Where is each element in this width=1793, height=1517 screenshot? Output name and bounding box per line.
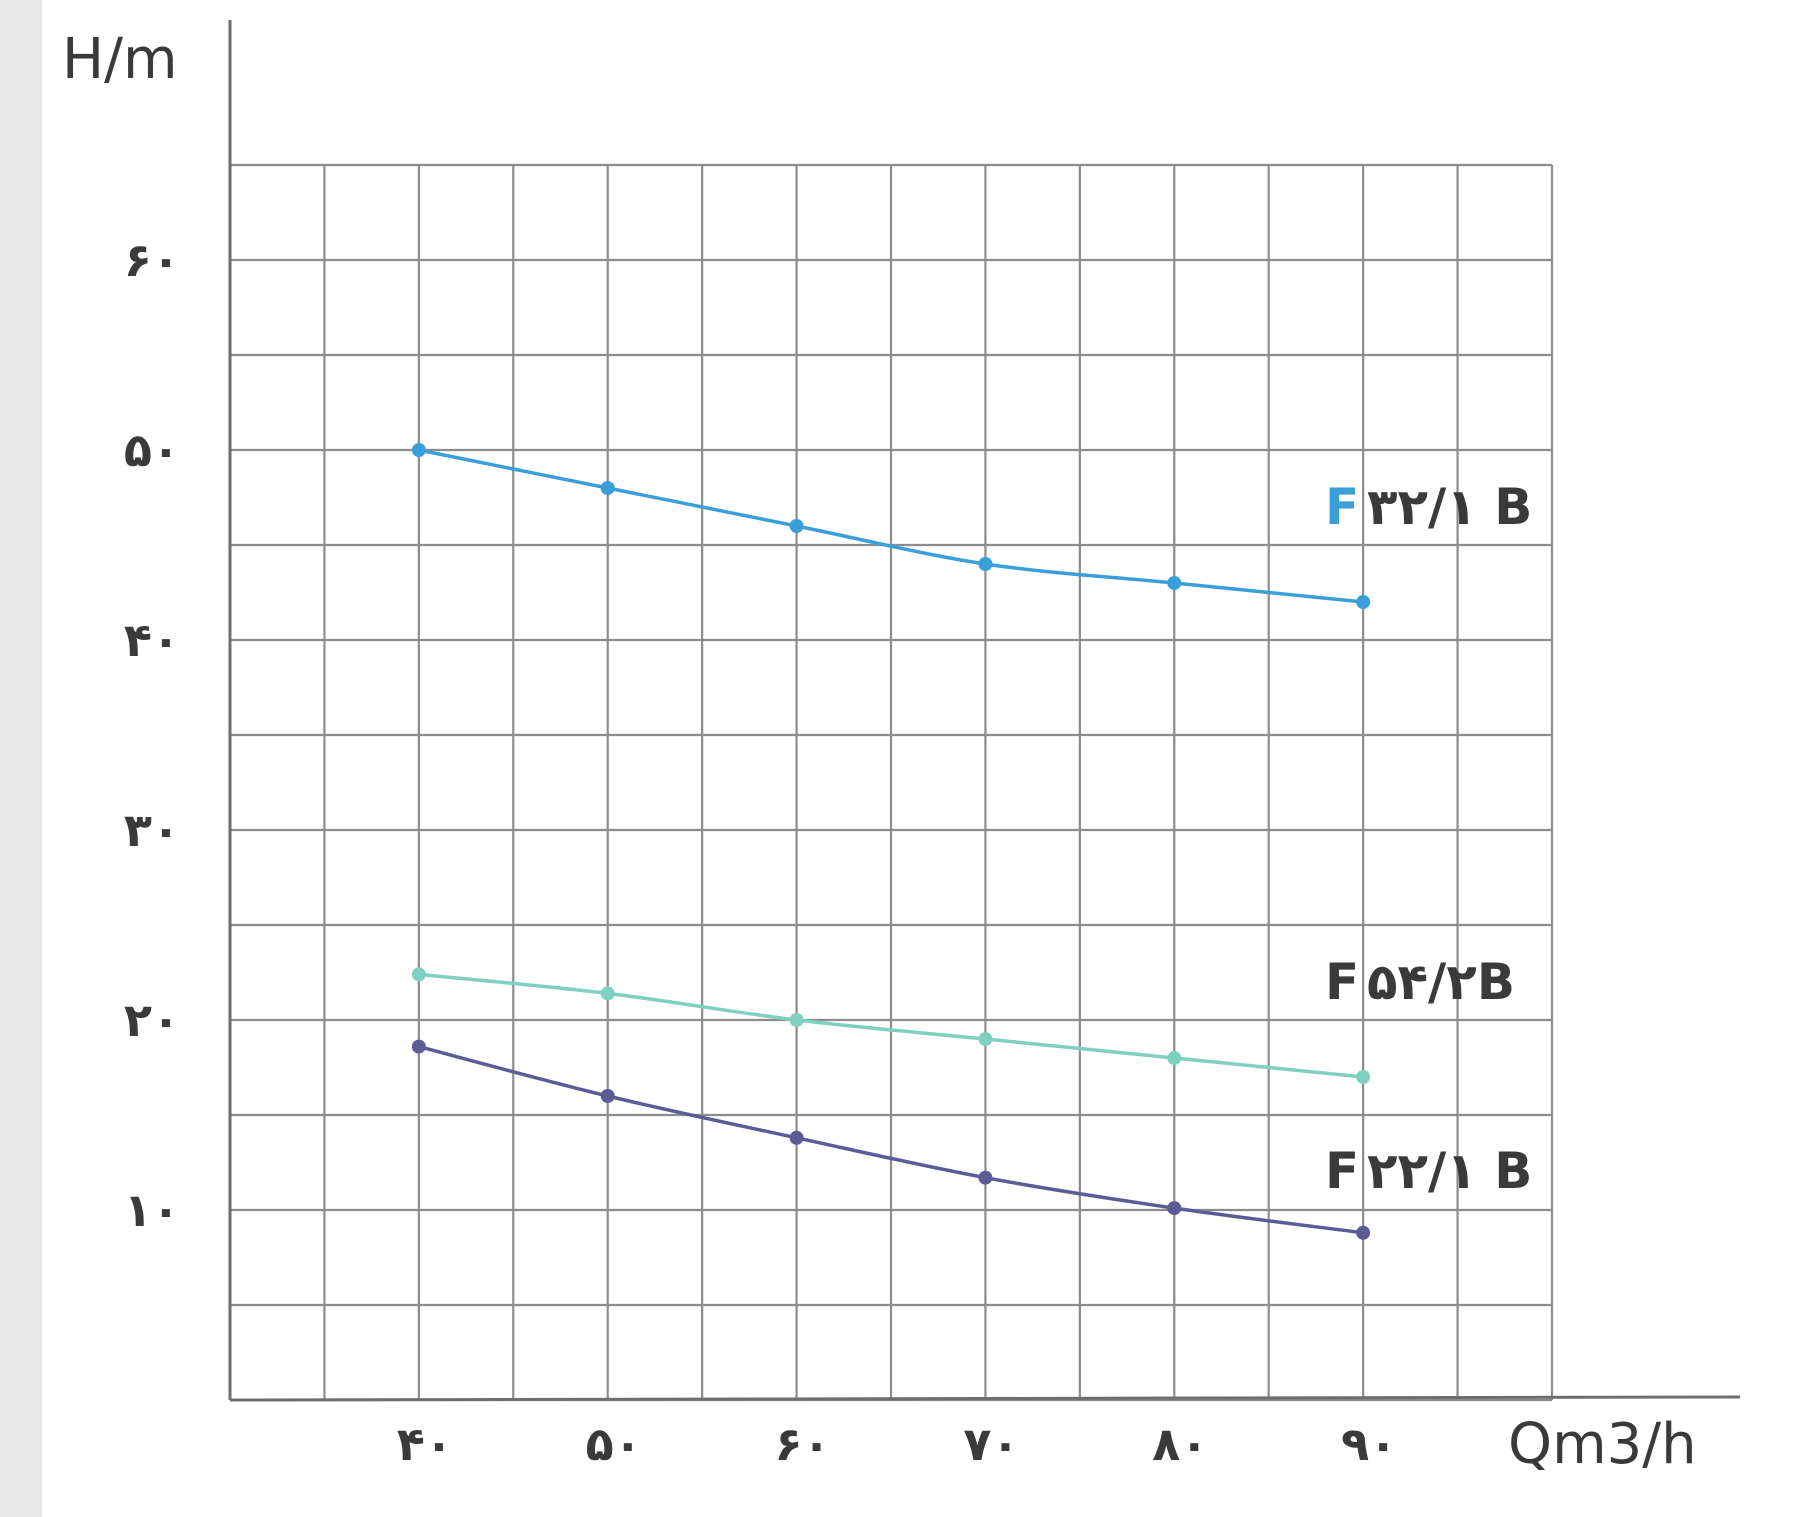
y-tick-label: ۲۰ xyxy=(124,993,180,1047)
x-tick-label: ۸۰ xyxy=(1152,1417,1208,1471)
series-point-2 xyxy=(978,1032,993,1046)
series-point-3 xyxy=(1356,1225,1371,1240)
grid xyxy=(228,163,1554,1402)
series-point-3 xyxy=(1167,1201,1182,1216)
x-tick-labels: ۴۰ ۵۰ ۶۰ ۷۰ ۸۰ ۹۰ xyxy=(397,1417,1397,1471)
series-point-2 xyxy=(411,967,426,982)
series-point-3 xyxy=(789,1130,804,1145)
x-axis-line xyxy=(229,1395,1741,1402)
series-label-prefix-2: F xyxy=(1325,953,1359,1011)
y-tick-label: ۱۰ xyxy=(124,1183,180,1237)
x-tick-label: ۹۰ xyxy=(1341,1417,1397,1471)
series-point-3 xyxy=(600,1089,615,1103)
series-point-1 xyxy=(978,557,993,571)
series-point-1 xyxy=(1167,576,1182,590)
series-label-text-2: ۵۴/۲B xyxy=(1367,953,1515,1011)
y-tick-label: ۴۰ xyxy=(124,613,180,667)
series-line-3 xyxy=(418,1044,1364,1235)
y-axis-title: H/m xyxy=(62,27,178,92)
series-point-2 xyxy=(1356,1070,1371,1084)
y-tick-label: ۵۰ xyxy=(124,423,180,477)
y-tick-label: ۶۰ xyxy=(124,233,180,287)
series-layer xyxy=(411,443,1371,1240)
series-label-prefix-3: F xyxy=(1325,1142,1359,1200)
y-tick-labels: ۱۰ ۲۰ ۳۰ ۴۰ ۵۰ ۶۰ xyxy=(124,233,180,1237)
series-point-1 xyxy=(600,481,615,495)
axes xyxy=(228,20,1741,1402)
x-tick-label: ۵۰ xyxy=(586,1417,642,1471)
series-point-2 xyxy=(789,1013,804,1027)
series-point-1 xyxy=(411,443,426,457)
series-label-text-1: ۳۲/۱ B xyxy=(1367,478,1532,536)
series-point-1 xyxy=(1356,595,1371,609)
series-line-1 xyxy=(418,448,1364,604)
series-line-2 xyxy=(418,972,1364,1079)
series-point-2 xyxy=(600,986,615,1001)
x-tick-label: ۴۰ xyxy=(397,1417,453,1471)
x-axis-title: Qm3/h xyxy=(1508,1412,1697,1477)
y-tick-label: ۳۰ xyxy=(124,803,180,857)
left-margin-strip xyxy=(0,0,42,1517)
series-point-2 xyxy=(1167,1051,1182,1065)
series-point-1 xyxy=(789,519,804,533)
x-tick-label: ۷۰ xyxy=(963,1417,1019,1471)
series-label-prefix-1: F xyxy=(1325,478,1359,536)
series-labels: F ۳۲/۱ BF ۵۴/۲BF ۲۲/۱ B xyxy=(1325,478,1532,1200)
series-label-text-3: ۲۲/۱ B xyxy=(1367,1142,1532,1200)
series-point-3 xyxy=(411,1039,426,1054)
x-tick-label: ۶۰ xyxy=(774,1417,830,1471)
series-point-3 xyxy=(978,1170,993,1185)
